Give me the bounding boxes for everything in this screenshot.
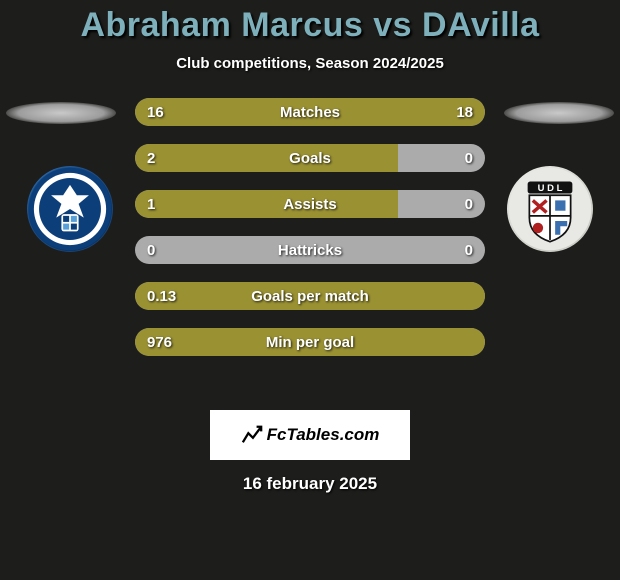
page-subtitle: Club competitions, Season 2024/2025 bbox=[0, 55, 620, 72]
udl-badge: U D L bbox=[507, 166, 593, 252]
stat-row: 976Min per goal bbox=[135, 328, 485, 356]
stat-row: 0.13Goals per match bbox=[135, 282, 485, 310]
fcp-crest-icon bbox=[27, 166, 113, 252]
stat-label: Goals bbox=[135, 144, 485, 172]
fcp-badge bbox=[27, 166, 113, 252]
stat-row: 00Hattricks bbox=[135, 236, 485, 264]
stat-bars: 1618Matches 20Goals 10Assists 00Hattricks 0.… bbox=[135, 98, 485, 374]
brand-text: FcTables.com bbox=[267, 425, 380, 445]
brand-badge: FcTables.com bbox=[210, 410, 410, 460]
stat-row: 1618Matches bbox=[135, 98, 485, 126]
shadow-left bbox=[6, 102, 116, 124]
stat-label: Min per goal bbox=[135, 328, 485, 356]
stat-row: 20Goals bbox=[135, 144, 485, 172]
stat-row: 10Assists bbox=[135, 190, 485, 218]
page-title: Abraham Marcus vs DAvilla bbox=[0, 0, 620, 45]
date-label: 16 february 2025 bbox=[0, 474, 620, 494]
shadow-right bbox=[504, 102, 614, 124]
svg-text:U D L: U D L bbox=[538, 183, 563, 194]
comparison-stage: U D L 1618Matches 20Goals 10Assists 00Hattr… bbox=[0, 98, 620, 398]
stat-label: Hattricks bbox=[135, 236, 485, 264]
stat-label: Assists bbox=[135, 190, 485, 218]
chart-icon bbox=[241, 424, 263, 446]
stat-label: Goals per match bbox=[135, 282, 485, 310]
stat-label: Matches bbox=[135, 98, 485, 126]
udl-crest-icon: U D L bbox=[507, 166, 593, 252]
